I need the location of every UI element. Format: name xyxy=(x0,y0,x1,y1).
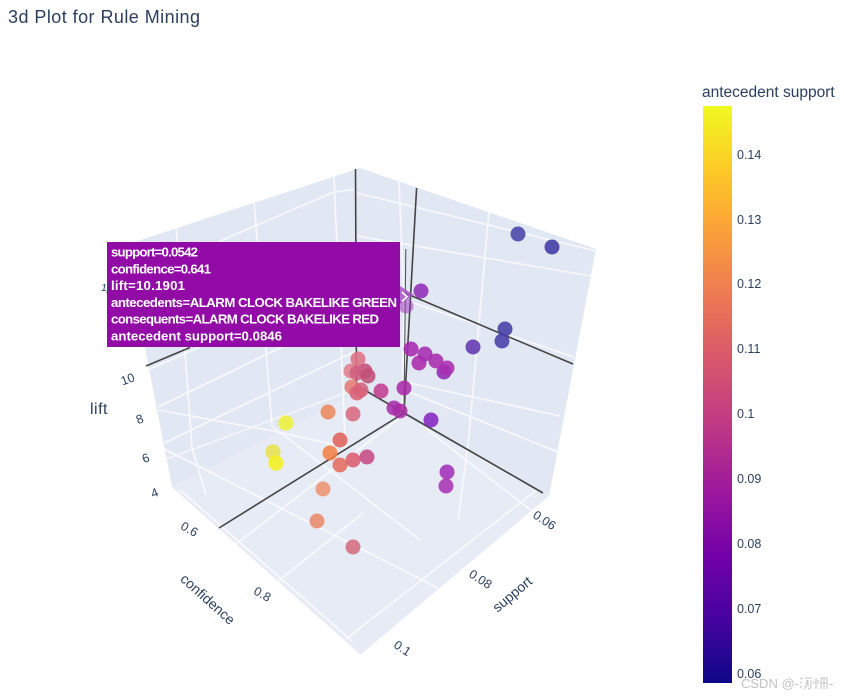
svg-text:0.1: 0.1 xyxy=(391,638,413,659)
svg-text:0.6: 0.6 xyxy=(178,519,200,540)
svg-text:8: 8 xyxy=(134,412,145,428)
svg-text:6: 6 xyxy=(140,451,151,467)
svg-text:antecedent support=0.0846: antecedent support=0.0846 xyxy=(111,329,282,344)
svg-text:confidence: confidence xyxy=(177,570,238,627)
svg-text:lift: lift xyxy=(90,401,108,418)
svg-text:0.08: 0.08 xyxy=(466,567,494,592)
svg-text:confidence=0.641: confidence=0.641 xyxy=(111,261,211,276)
svg-text:support: support xyxy=(489,573,535,615)
svg-text:lift=10.1901: lift=10.1901 xyxy=(111,278,185,293)
svg-text:0.06: 0.06 xyxy=(530,508,558,533)
svg-text:antecedents=ALARM CLOCK BAKELI: antecedents=ALARM CLOCK BAKELIKE GREEN xyxy=(111,295,397,310)
svg-text:4: 4 xyxy=(149,485,160,501)
svg-text:10: 10 xyxy=(119,370,137,388)
svg-text:support=0.0542: support=0.0542 xyxy=(111,245,198,260)
svg-text:consequents=ALARM CLOCK BAKELI: consequents=ALARM CLOCK BAKELIKE RED xyxy=(111,312,379,327)
svg-text:1): 1) xyxy=(101,282,110,294)
